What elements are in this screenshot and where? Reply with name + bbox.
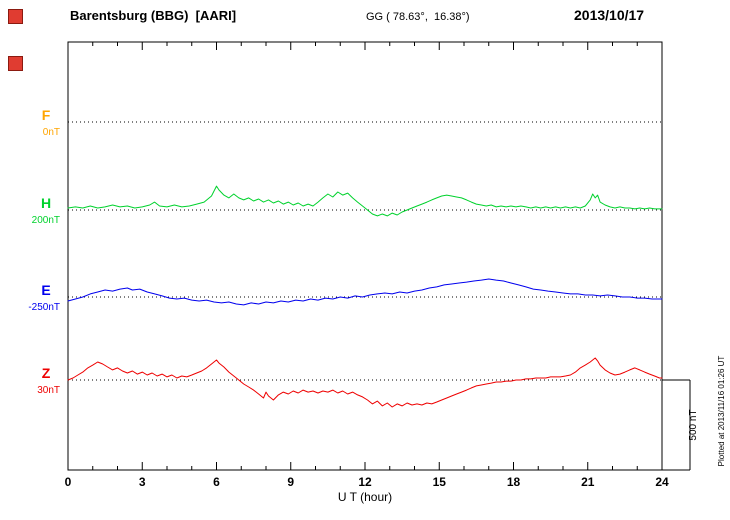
x-tick-label: 24 — [655, 475, 669, 489]
x-tick-label: 0 — [64, 475, 72, 489]
trace-Z — [67, 357, 663, 408]
x-tick-label: 18 — [506, 475, 521, 489]
series-baseline-e: -250nT — [28, 302, 60, 313]
trace-E — [67, 278, 663, 306]
x-tick-label: 3 — [138, 475, 146, 489]
geographic-coordinates: GG ( 78.63°, 16.38°) — [366, 11, 470, 23]
x-tick-label: 6 — [213, 475, 220, 489]
series-baseline-h: 200nT — [31, 215, 60, 226]
x-tick-label: 15 — [432, 475, 446, 489]
series-baseline-z: 30nT — [37, 385, 60, 396]
x-tick-label: 9 — [287, 475, 295, 489]
scale-bar-label: 500 nT — [688, 409, 699, 441]
station-title: Barentsburg (BBG) [AARI] — [70, 8, 237, 23]
series-label-e: E — [41, 282, 51, 298]
plot-date: 2013/10/17 — [574, 7, 645, 23]
trace-H — [67, 185, 663, 217]
plotted-timestamp-note: Plotted at 2013/11/16 01:26 UT — [717, 355, 726, 467]
series-label-z: Z — [41, 365, 51, 381]
series-label-h: H — [40, 195, 52, 211]
plot-frame — [67, 41, 663, 471]
x-tick-label: 12 — [358, 475, 372, 489]
x-axis-title: U T (hour) — [337, 490, 393, 504]
series-label-f: F — [41, 107, 51, 123]
x-tick-label: 21 — [581, 475, 595, 489]
missing-image-icon — [8, 56, 23, 71]
series-baseline-f: 0nT — [42, 127, 60, 138]
missing-image-icon — [8, 9, 23, 24]
